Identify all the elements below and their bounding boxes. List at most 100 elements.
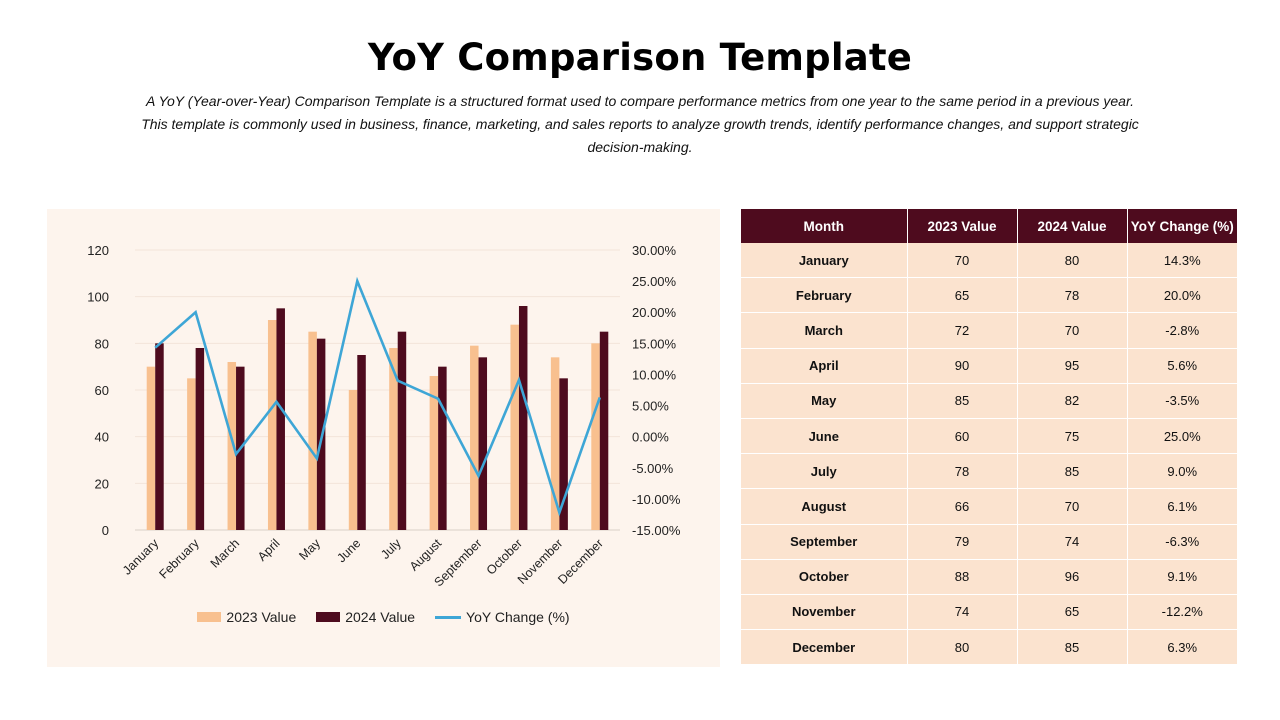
cell-2024-value: 75 (1017, 418, 1128, 455)
x-axis-tick-label: May (296, 536, 323, 563)
legend-label-2023: 2023 Value (226, 609, 297, 625)
cell-2023-value: 70 (907, 243, 1018, 279)
y2-axis-tick-label: -10.00% (632, 492, 681, 507)
cell-2023-value: 80 (907, 629, 1018, 666)
cell-yoy-change: -3.5% (1127, 383, 1237, 419)
header-month: Month (741, 209, 908, 243)
table-row: December 80 85 6.3% (741, 629, 1237, 666)
cell-yoy-change: 9.0% (1127, 453, 1237, 490)
table-header-row: Month 2023 Value 2024 Value YoY Change (… (741, 209, 1237, 243)
y2-axis-tick-label: -5.00% (632, 461, 674, 476)
cell-yoy-change: -6.3% (1127, 524, 1237, 560)
legend-item-2024: 2024 Value (316, 609, 415, 625)
cell-yoy-change: 14.3% (1127, 243, 1237, 279)
y-axis-tick-label: 0 (102, 523, 109, 538)
bar-2023 (308, 331, 317, 530)
bar-2024 (357, 355, 366, 530)
chart-panel: 0 20 40 60 80 100 120 -15.00% -10.00% -5.00% 0.00%… (47, 209, 720, 667)
cell-2023-value: 85 (907, 383, 1018, 419)
legend-item-yoy: YoY Change (%) (435, 609, 570, 625)
table-row: July 78 85 9.0% (741, 453, 1237, 490)
bar-2024 (397, 331, 407, 530)
table-row: April 90 95 5.6% (741, 348, 1237, 384)
bar-2024 (518, 306, 528, 530)
chart-legend: 2023 Value 2024 Value YoY Change (%) (47, 609, 720, 625)
x-axis-tick-label: April (255, 536, 283, 564)
table-row: June 60 75 25.0% (741, 418, 1237, 455)
y-axis-tick-label: 40 (95, 430, 109, 445)
cell-2024-value: 85 (1017, 453, 1128, 490)
legend-label-yoy: YoY Change (%) (466, 609, 570, 625)
header-2023-value: 2023 Value (907, 209, 1018, 243)
cell-2024-value: 74 (1017, 524, 1128, 560)
cell-2024-value: 78 (1017, 277, 1128, 314)
cell-month: October (741, 559, 908, 595)
x-axis-tick-label: February (156, 536, 202, 582)
table-row: February 65 78 20.0% (741, 277, 1237, 314)
x-axis-tick-label: August (407, 536, 445, 574)
y2-axis-tick-label: 25.00% (632, 274, 677, 289)
bar-2024 (155, 343, 164, 530)
cell-month: July (741, 453, 908, 490)
legend-label-2024: 2024 Value (345, 609, 416, 625)
cell-month: December (741, 629, 908, 666)
cell-yoy-change: 6.1% (1127, 488, 1237, 525)
bar-2024 (195, 348, 205, 530)
cell-2024-value: 80 (1017, 243, 1128, 279)
cell-2023-value: 90 (907, 348, 1018, 384)
cell-month: June (741, 418, 908, 455)
cell-2024-value: 85 (1017, 629, 1128, 666)
x-axis-tick-label: July (378, 536, 404, 562)
cell-yoy-change: -12.2% (1127, 594, 1237, 631)
y-axis-tick-label: 20 (95, 476, 109, 491)
cell-yoy-change: 5.6% (1127, 348, 1237, 384)
header-yoy-change: YoY Change (%) (1127, 209, 1237, 243)
y2-axis-tick-label: 5.00% (632, 399, 669, 414)
cell-yoy-change: 9.1% (1127, 559, 1237, 595)
legend-item-2023: 2023 Value (197, 609, 296, 625)
bar-2023 (470, 345, 479, 530)
cell-month: May (741, 383, 908, 419)
bar-2023 (429, 376, 439, 530)
cell-month: November (741, 594, 908, 631)
cell-2023-value: 60 (907, 418, 1018, 455)
y-axis-tick-label: 80 (95, 336, 109, 351)
y-axis-tick-label: 100 (87, 290, 109, 305)
y2-axis-tick-label: 15.00% (632, 336, 677, 351)
bar-2023 (510, 324, 519, 530)
cell-2023-value: 78 (907, 453, 1018, 490)
bar-2023 (389, 348, 398, 530)
bar-2024 (276, 308, 285, 530)
cell-month: January (741, 243, 908, 279)
bar-2023 (146, 366, 156, 530)
cell-yoy-change: 25.0% (1127, 418, 1237, 455)
cell-month: September (741, 524, 908, 560)
x-axis-tick-label: October (484, 536, 525, 577)
header-2024-value: 2024 Value (1017, 209, 1128, 243)
cell-yoy-change: -2.8% (1127, 312, 1237, 349)
data-table: Month 2023 Value 2024 Value YoY Change (… (741, 209, 1237, 666)
table-row: January 70 80 14.3% (741, 243, 1237, 279)
bar-2024 (438, 366, 447, 530)
y2-axis-tick-label: 30.00% (632, 243, 677, 258)
bar-2023 (227, 362, 237, 530)
bar-2023 (348, 390, 358, 530)
y-axis-tick-label: 60 (95, 383, 109, 398)
bar-2023 (591, 343, 600, 530)
bar-2024 (599, 331, 609, 530)
y-axis-tick-label: 120 (87, 243, 109, 258)
cell-2024-value: 70 (1017, 312, 1128, 349)
cell-2024-value: 65 (1017, 594, 1128, 631)
y2-axis-tick-label: 10.00% (632, 367, 677, 382)
table-row: August 66 70 6.1% (741, 488, 1237, 525)
cell-2023-value: 72 (907, 312, 1018, 349)
cell-month: February (741, 277, 908, 314)
cell-month: August (741, 488, 908, 525)
cell-2024-value: 82 (1017, 383, 1128, 419)
table-row: September 79 74 -6.3% (741, 524, 1237, 560)
cell-yoy-change: 20.0% (1127, 277, 1237, 314)
cell-2024-value: 96 (1017, 559, 1128, 595)
bar-2023 (550, 357, 560, 530)
cell-month: March (741, 312, 908, 349)
legend-swatch-2023 (197, 612, 222, 622)
